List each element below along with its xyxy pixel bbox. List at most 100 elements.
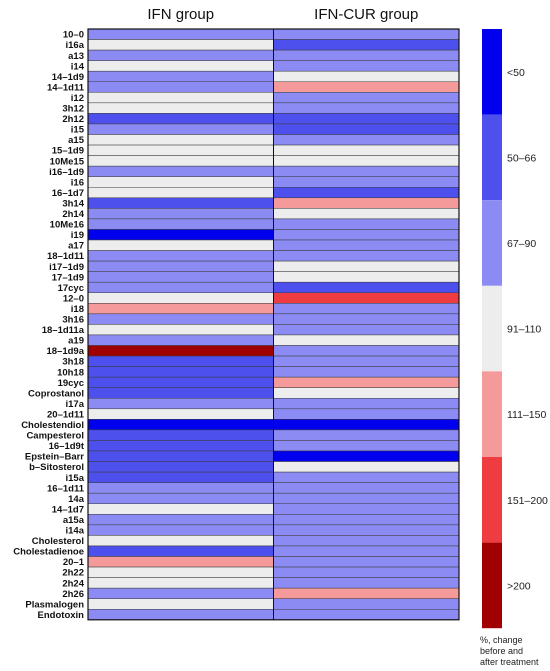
row-label: a15: [68, 135, 85, 146]
column-title: IFN group: [147, 6, 214, 23]
row-label: 2h26: [62, 589, 84, 600]
heatmap-cell: [87, 450, 274, 462]
row-label: b–Sitosterol: [29, 462, 84, 473]
heatmap-cell: [273, 218, 460, 230]
heatmap-cell: [87, 587, 274, 599]
heatmap-cell: [273, 450, 460, 462]
heatmap-cell: [87, 81, 274, 93]
heatmap-cell: [273, 556, 460, 568]
heatmap-cell: [87, 471, 274, 483]
heatmap-cell: [87, 492, 274, 505]
heatmap-cell: [273, 165, 460, 177]
heatmap-cell: [273, 408, 460, 420]
heatmap-cell: [87, 398, 274, 410]
heatmap-cell: [273, 134, 460, 146]
row-label: 16–1d9t: [49, 441, 85, 452]
heatmap-cell: [87, 60, 274, 72]
heatmap-cell: [273, 524, 460, 536]
row-label: i17a: [66, 399, 85, 410]
heatmap-cell: [87, 524, 274, 536]
row-label: 17–1d9: [52, 272, 84, 283]
heatmap-cell: [87, 102, 274, 114]
column-title: IFN-CUR group: [314, 6, 418, 23]
row-label: Cholestendiol: [21, 420, 84, 431]
row-label: 10–0: [63, 30, 84, 41]
heatmap-cell: [273, 461, 460, 473]
heatmap-cell: [87, 535, 274, 547]
heatmap-cell: [273, 503, 460, 515]
row-label: Cholestadienoe: [13, 547, 84, 558]
row-label: Plasmalogen: [25, 599, 84, 610]
heatmap-cell: [273, 398, 460, 410]
legend-label: >200: [507, 580, 531, 592]
row-label: 3h14: [62, 198, 84, 209]
legend-swatch: [482, 114, 502, 201]
heatmap-cell: [87, 376, 274, 388]
heatmap-cell: [273, 260, 460, 272]
heatmap-cell: [87, 292, 274, 304]
row-label: Endotoxin: [38, 610, 85, 621]
row-label: 14–1d7: [52, 504, 84, 515]
row-label: 18–1d11a: [42, 325, 85, 336]
heatmap-cell: [273, 92, 460, 104]
heatmap-cell: [273, 123, 460, 135]
heatmap-cell: [87, 229, 274, 241]
row-label: i16: [71, 177, 84, 188]
row-label: 17cyc: [58, 283, 84, 294]
heatmap-cell: [273, 440, 460, 452]
row-label: a13: [68, 51, 84, 62]
row-label: 15–1d9: [52, 146, 84, 157]
heatmap-cell: [87, 577, 274, 589]
row-label: i15: [71, 125, 85, 136]
row-label: a15a: [63, 515, 85, 526]
heatmap-cell: [87, 366, 274, 378]
heatmap-cell: [87, 313, 274, 325]
row-label: 3h12: [62, 104, 84, 115]
legend-swatch: [482, 542, 502, 629]
legend-label: 50–66: [507, 152, 536, 164]
row-label: 20–1d11: [47, 409, 85, 420]
heatmap-cell: [273, 482, 460, 494]
row-label: i19: [71, 230, 84, 241]
heatmap-cell: [273, 587, 460, 599]
heatmap-cell: [273, 387, 460, 399]
heatmap-cell: [273, 313, 460, 325]
row-label: 19cyc: [58, 378, 84, 389]
heatmap-cell: [87, 440, 274, 452]
heatmap-cell: [273, 229, 460, 241]
heatmap-cell: [87, 545, 274, 557]
heatmap-cell: [87, 281, 274, 294]
legend-swatch: [482, 200, 502, 286]
legend-label: <50: [507, 67, 525, 79]
row-label: i14a: [66, 526, 85, 537]
heatmap-cell: [273, 303, 460, 315]
row-label: 14–1d9: [52, 72, 84, 83]
heatmap-cell: [273, 39, 460, 51]
row-label: 18–1d11: [47, 251, 85, 262]
row-label: 2h24: [62, 578, 84, 589]
heatmap-cell: [87, 355, 274, 367]
heatmap-cell: [87, 176, 274, 188]
heatmap-cell: [87, 197, 274, 209]
row-label: 20–1: [63, 557, 85, 568]
heatmap-cell: [87, 566, 274, 578]
heatmap-cell: [273, 113, 460, 125]
heatmap-cell: [273, 514, 460, 526]
heatmap-cell: [87, 429, 274, 441]
heatmap-cell: [273, 535, 460, 547]
heatmap-cell: [87, 123, 274, 135]
legend-swatch: [482, 285, 502, 372]
row-label: i12: [71, 93, 84, 104]
heatmap-cell: [87, 514, 274, 526]
heatmap-cell: [273, 81, 460, 93]
heatmap-cell: [273, 28, 460, 40]
heatmap-cell: [273, 60, 460, 72]
heatmap-cell: [273, 566, 460, 578]
heatmap-cell: [273, 577, 460, 589]
heatmap-cell: [87, 556, 274, 568]
heatmap-cell: [87, 482, 274, 494]
heatmap-cell: [273, 345, 460, 357]
legend-label: 111–150: [507, 409, 546, 421]
row-label: i16–1d9: [49, 167, 84, 178]
